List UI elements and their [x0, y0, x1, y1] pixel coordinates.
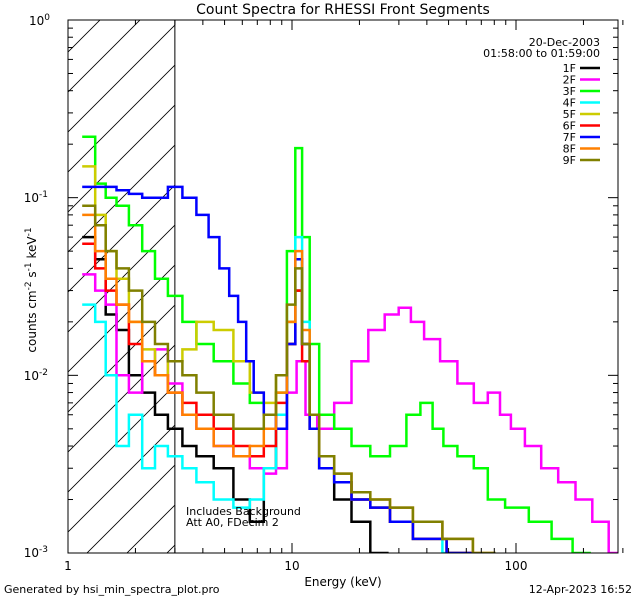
chart-title: Count Spectra for RHESSI Front Segments	[196, 2, 490, 18]
x-axis-label: Energy (keV)	[304, 575, 381, 589]
annotation-attenuator: Att A0, FDecim 2	[186, 516, 279, 529]
y-tick-label: 10-2	[24, 368, 48, 383]
series-3F	[82, 135, 591, 553]
legend-date: 20-Dec-2003	[529, 36, 600, 49]
y-tick-label: 100	[29, 13, 50, 28]
axis-ticks	[67, 19, 624, 554]
footer-generated-by: Generated by hsi_min_spectra_plot.pro	[4, 583, 220, 596]
legend-label-6F: 6F	[563, 120, 576, 133]
series-group	[82, 135, 618, 553]
footer-timestamp: 12-Apr-2023 16:52	[528, 583, 632, 596]
legend-time-range: 01:58:00 to 01:59:00	[483, 47, 600, 60]
legend-label-9F: 9F	[563, 154, 576, 167]
hatched-region	[68, 20, 175, 553]
legend-label-7F: 7F	[563, 131, 576, 144]
series-7F	[82, 185, 474, 553]
legend-label-2F: 2F	[563, 74, 576, 87]
x-tick-label: 100	[505, 559, 528, 573]
legend-label-1F: 1F	[563, 62, 576, 75]
axes-frame	[67, 19, 619, 554]
legend-label-5F: 5F	[563, 108, 576, 121]
series-9F	[82, 204, 496, 553]
x-tick-label: 1	[64, 559, 72, 573]
y-axis-label: counts cm-2 s-1 keV-1	[24, 227, 39, 352]
annotation-background: Includes Background	[186, 505, 301, 518]
legend-label-8F: 8F	[563, 143, 576, 156]
legend-label-3F: 3F	[563, 85, 576, 98]
y-tick-label: 10-1	[24, 190, 48, 205]
y-tick-label: 10-3	[24, 545, 48, 560]
legend-label-4F: 4F	[563, 97, 576, 110]
x-tick-label: 10	[284, 559, 299, 573]
